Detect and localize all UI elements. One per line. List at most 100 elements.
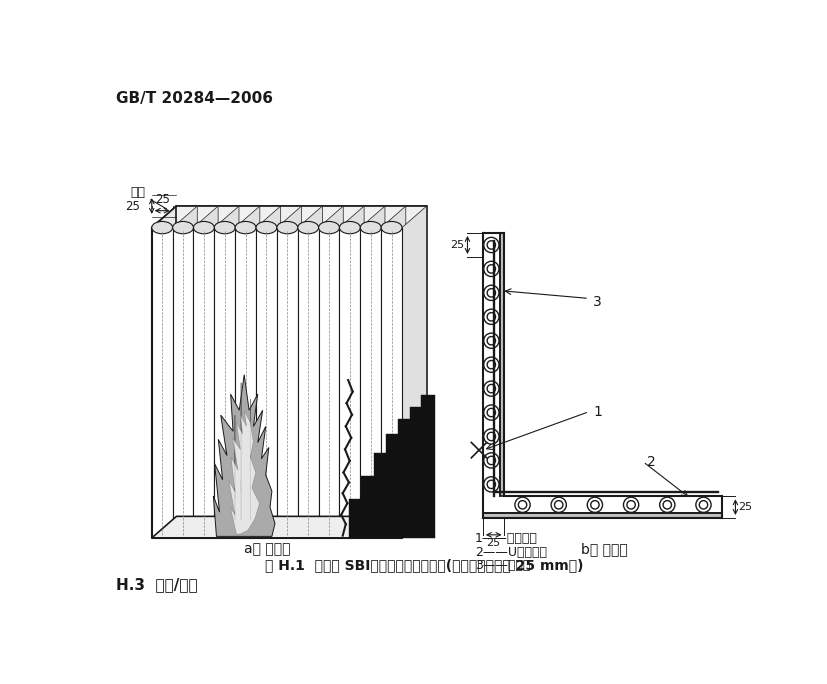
Polygon shape bbox=[373, 453, 385, 538]
Text: GB/T 20284—2006: GB/T 20284—2006 bbox=[117, 92, 273, 106]
Text: H.3  饰面/涂层: H.3 饰面/涂层 bbox=[117, 577, 198, 592]
Text: 25: 25 bbox=[486, 538, 500, 548]
Circle shape bbox=[483, 285, 499, 300]
Circle shape bbox=[483, 333, 499, 348]
Ellipse shape bbox=[380, 222, 402, 234]
Circle shape bbox=[486, 313, 495, 321]
Circle shape bbox=[486, 384, 495, 393]
Circle shape bbox=[514, 497, 529, 512]
Polygon shape bbox=[235, 206, 260, 538]
Polygon shape bbox=[298, 228, 318, 538]
Polygon shape bbox=[176, 206, 426, 516]
Text: 25: 25 bbox=[125, 200, 140, 213]
Polygon shape bbox=[339, 228, 360, 538]
Polygon shape bbox=[318, 206, 343, 538]
Polygon shape bbox=[172, 228, 194, 538]
Polygon shape bbox=[151, 228, 172, 538]
Polygon shape bbox=[380, 206, 405, 538]
Polygon shape bbox=[348, 499, 361, 538]
Circle shape bbox=[486, 241, 495, 249]
Polygon shape bbox=[276, 228, 298, 538]
Polygon shape bbox=[409, 407, 421, 538]
Polygon shape bbox=[194, 228, 214, 538]
Polygon shape bbox=[256, 228, 276, 538]
Circle shape bbox=[551, 497, 566, 512]
Ellipse shape bbox=[318, 222, 339, 234]
Polygon shape bbox=[151, 206, 176, 538]
Circle shape bbox=[586, 497, 602, 512]
Circle shape bbox=[483, 477, 499, 492]
Polygon shape bbox=[235, 228, 256, 538]
Ellipse shape bbox=[339, 222, 360, 234]
Circle shape bbox=[626, 501, 634, 509]
Circle shape bbox=[590, 501, 599, 509]
Polygon shape bbox=[151, 206, 426, 228]
Circle shape bbox=[486, 480, 495, 488]
Ellipse shape bbox=[194, 222, 214, 234]
Ellipse shape bbox=[360, 222, 380, 234]
Circle shape bbox=[486, 265, 495, 273]
Polygon shape bbox=[385, 434, 398, 538]
Text: 1——燃烧器；: 1——燃烧器； bbox=[475, 531, 538, 544]
Ellipse shape bbox=[256, 222, 276, 234]
Text: a） 前视图: a） 前视图 bbox=[244, 542, 290, 556]
Text: 3——背板。: 3——背板。 bbox=[475, 560, 530, 573]
Polygon shape bbox=[360, 228, 380, 538]
Text: 2: 2 bbox=[646, 455, 655, 469]
Ellipse shape bbox=[298, 222, 318, 234]
Circle shape bbox=[483, 405, 499, 420]
Circle shape bbox=[486, 432, 495, 440]
Polygon shape bbox=[151, 516, 426, 538]
Polygon shape bbox=[172, 206, 197, 538]
Circle shape bbox=[486, 289, 495, 297]
Circle shape bbox=[554, 501, 562, 509]
Polygon shape bbox=[214, 206, 239, 538]
Circle shape bbox=[486, 408, 495, 417]
Circle shape bbox=[483, 237, 499, 252]
Polygon shape bbox=[402, 206, 426, 538]
Text: 图 H.1  试件在 SBI装置中的安装示意图(隔热材料厚度为 25 mm时): 图 H.1 试件在 SBI装置中的安装示意图(隔热材料厚度为 25 mm时) bbox=[265, 557, 583, 572]
Circle shape bbox=[699, 501, 707, 509]
Text: 25: 25 bbox=[155, 193, 170, 206]
Polygon shape bbox=[213, 375, 275, 536]
Bar bbox=[482, 513, 720, 518]
Text: 2——U型卡槽；: 2——U型卡槽； bbox=[475, 546, 547, 559]
Bar bbox=[500, 233, 504, 497]
Circle shape bbox=[483, 429, 499, 444]
Polygon shape bbox=[398, 419, 409, 538]
Circle shape bbox=[483, 309, 499, 324]
Text: 3: 3 bbox=[592, 295, 601, 309]
Circle shape bbox=[483, 357, 499, 372]
Ellipse shape bbox=[172, 222, 194, 234]
Ellipse shape bbox=[235, 222, 256, 234]
Text: 25: 25 bbox=[450, 240, 464, 250]
Polygon shape bbox=[318, 228, 339, 538]
Circle shape bbox=[483, 261, 499, 276]
Text: 1: 1 bbox=[592, 405, 601, 419]
Polygon shape bbox=[194, 206, 218, 538]
Circle shape bbox=[486, 360, 495, 369]
Text: 25: 25 bbox=[738, 502, 752, 512]
Text: 背板: 背板 bbox=[131, 185, 166, 209]
Circle shape bbox=[623, 497, 638, 512]
Polygon shape bbox=[228, 411, 259, 534]
Polygon shape bbox=[361, 476, 373, 538]
Circle shape bbox=[483, 381, 499, 396]
Polygon shape bbox=[256, 206, 280, 538]
Circle shape bbox=[486, 456, 495, 464]
Ellipse shape bbox=[276, 222, 298, 234]
Ellipse shape bbox=[214, 222, 235, 234]
Circle shape bbox=[486, 337, 495, 345]
Circle shape bbox=[483, 453, 499, 468]
Polygon shape bbox=[380, 228, 402, 538]
Circle shape bbox=[695, 497, 710, 512]
Polygon shape bbox=[421, 395, 435, 538]
Polygon shape bbox=[214, 228, 235, 538]
Ellipse shape bbox=[151, 222, 172, 234]
Text: b） 俧视图: b） 俧视图 bbox=[581, 542, 627, 556]
Circle shape bbox=[659, 497, 674, 512]
Polygon shape bbox=[298, 206, 322, 538]
Polygon shape bbox=[276, 206, 301, 538]
Polygon shape bbox=[360, 206, 385, 538]
Circle shape bbox=[662, 501, 671, 509]
